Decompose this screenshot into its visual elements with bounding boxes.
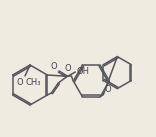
Text: O: O bbox=[64, 65, 71, 73]
Text: CH₃: CH₃ bbox=[26, 78, 41, 87]
Text: O: O bbox=[16, 78, 23, 87]
Text: OH: OH bbox=[76, 68, 89, 76]
Text: O: O bbox=[51, 62, 57, 71]
Text: O: O bbox=[104, 85, 111, 94]
